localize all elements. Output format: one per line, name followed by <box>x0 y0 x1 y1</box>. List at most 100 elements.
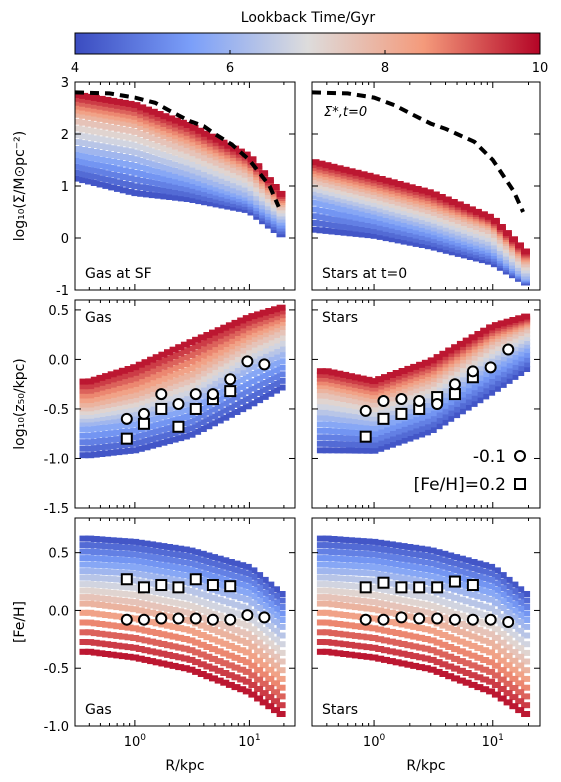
heatmap-cell <box>316 191 326 198</box>
heatmap-cell <box>276 693 286 700</box>
heatmap-cell <box>218 191 228 198</box>
circle-marker <box>377 613 390 626</box>
heatmap-cell <box>480 393 490 400</box>
heatmap-cell <box>352 200 362 207</box>
heatmap-cell <box>398 371 408 378</box>
heatmap-cell <box>220 679 230 686</box>
heatmap-cell <box>515 370 525 376</box>
heatmap-cell <box>352 196 362 203</box>
heatmap-cell <box>439 614 449 621</box>
heatmap-cell <box>410 427 420 434</box>
heatmap-cell <box>386 419 396 426</box>
heatmap-cell <box>230 166 240 173</box>
heatmap-cell <box>421 665 431 672</box>
heatmap-cell <box>456 667 466 674</box>
heatmap-cell <box>472 231 482 238</box>
heatmap-cell <box>102 108 112 115</box>
heatmap-cell <box>113 537 123 544</box>
heatmap-cell <box>90 142 100 149</box>
heatmap-cell <box>276 610 286 617</box>
heatmap-cell <box>351 429 361 436</box>
heatmap-cell <box>462 557 472 564</box>
heatmap-cell <box>79 153 89 160</box>
heatmap-cell <box>242 639 252 646</box>
heatmap-cell <box>381 647 390 654</box>
heatmap-cell <box>427 385 437 392</box>
heatmap-cell <box>322 561 332 568</box>
heatmap-cell <box>445 410 455 417</box>
heatmap-cell <box>135 399 145 406</box>
heatmap-cell <box>418 242 428 248</box>
heatmap-cell <box>364 217 374 223</box>
heatmap-cell <box>340 223 350 230</box>
heatmap-cell <box>124 605 134 612</box>
heatmap-cell <box>265 675 275 682</box>
square-marker <box>359 430 372 443</box>
heatmap-cell <box>125 108 135 115</box>
heatmap-cell <box>118 367 128 374</box>
heatmap-cell <box>445 364 455 371</box>
heatmap-cell <box>484 213 494 220</box>
heatmap-cell <box>404 632 414 639</box>
heatmap-cell <box>102 589 112 596</box>
heatmap-cell <box>135 389 145 396</box>
heatmap-cell <box>90 110 100 117</box>
heatmap-cell <box>124 598 134 605</box>
heatmap-cell <box>486 373 496 379</box>
heatmap-cell <box>212 201 222 208</box>
heatmap-cell <box>230 177 240 184</box>
heatmap-cell <box>334 542 344 549</box>
heatmap-cell <box>124 591 134 598</box>
heatmap-cell <box>418 218 428 224</box>
heatmap-cell <box>235 179 245 186</box>
heatmap-cell <box>357 569 367 576</box>
heatmap-cell <box>386 400 396 406</box>
heatmap-cell <box>79 387 89 394</box>
heatmap-cell <box>166 194 176 200</box>
heatmap-cell <box>404 550 414 557</box>
heatmap-cell <box>107 405 117 412</box>
heatmap-cell <box>521 248 530 255</box>
heatmap-cell <box>203 634 213 641</box>
heatmap-cell <box>400 238 410 245</box>
heatmap-cell <box>264 204 274 211</box>
heatmap-cell <box>237 327 247 334</box>
heatmap-cell <box>265 640 275 647</box>
heatmap-cell <box>224 174 234 181</box>
heatmap-cell <box>456 604 466 611</box>
heatmap-cell <box>248 580 258 587</box>
heatmap-cell <box>491 380 501 387</box>
heatmap-cell <box>451 554 461 561</box>
heatmap-cell <box>209 375 218 381</box>
heatmap-cell <box>412 186 422 192</box>
heatmap-cell <box>369 557 379 564</box>
heatmap-cell <box>152 620 162 627</box>
heatmap-cell <box>186 371 196 378</box>
heatmap-cell <box>237 588 247 595</box>
heatmap-cell <box>352 230 362 237</box>
heatmap-cell <box>164 390 173 397</box>
heatmap-cell <box>363 598 373 605</box>
heatmap-cell <box>107 436 117 443</box>
heatmap-cell <box>79 147 89 153</box>
heatmap-cell <box>381 656 390 663</box>
y-tick-label: -0.5 <box>44 403 69 418</box>
heatmap-cell <box>259 386 269 393</box>
heatmap-cell <box>474 593 484 600</box>
heatmap-cell <box>152 589 162 595</box>
heatmap-cell <box>486 384 496 391</box>
panel-frame <box>74 299 296 509</box>
heatmap-cell <box>322 648 332 655</box>
heatmap-cell <box>472 235 482 242</box>
heatmap-cell <box>382 177 392 184</box>
heatmap-cell <box>388 227 398 234</box>
heatmap-cell <box>218 183 228 190</box>
heatmap-cell <box>209 675 218 682</box>
heatmap-cell <box>96 156 106 163</box>
heatmap-cell <box>107 391 117 398</box>
heatmap-cell <box>218 178 228 184</box>
heatmap-cell <box>392 439 402 446</box>
heatmap-cell <box>392 542 402 549</box>
heatmap-cell <box>90 98 100 105</box>
heatmap-cell <box>322 208 332 215</box>
